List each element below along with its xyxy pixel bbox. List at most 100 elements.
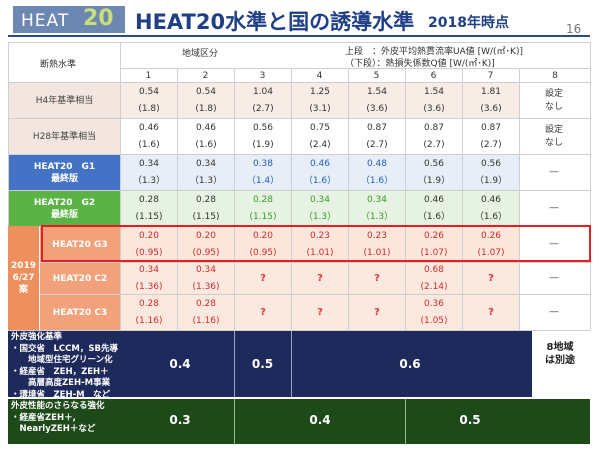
table-cell-h4: 1.54 (3.6)	[349, 83, 405, 118]
table-cell-h4: 1.25 (3.1)	[292, 83, 348, 118]
q-value: （1.3）	[132, 175, 166, 186]
row-label-text: HEAT20 G2	[33, 197, 96, 208]
band1-value: 0.4	[169, 357, 191, 371]
ua-value: 0.34	[195, 158, 217, 169]
region8-note-line: 8地域	[546, 342, 574, 353]
region8-cell: 設定 なし	[530, 119, 578, 154]
region8-text: ―	[549, 203, 559, 213]
table-cell-c2: ?	[349, 263, 405, 294]
band1-value: 0.5	[251, 357, 274, 371]
grid-line	[8, 42, 9, 330]
region8-text: ―	[549, 239, 559, 249]
q-value: (1.6)	[138, 139, 160, 150]
row-label-sub: 最終版	[50, 209, 78, 220]
grid-line	[405, 68, 406, 330]
band-divider	[405, 399, 406, 444]
table-cell-c2: 0.68 (2.14)	[406, 263, 462, 294]
band-further-strengthening	[8, 399, 590, 444]
table-cell-h28: 0.87 (2.7)	[463, 119, 519, 154]
q-value: (1.15)	[135, 211, 163, 222]
ua-value: 0.28	[138, 298, 160, 309]
unknown-value-mark: ?	[488, 273, 494, 284]
region-label: 地域区分	[182, 49, 219, 59]
table-cell-g2: 0.28 (1.15)	[178, 191, 234, 226]
table-cell-c2: ?	[292, 263, 348, 294]
table-cell-g3: 0.23 (1.01)	[349, 227, 405, 262]
band1-line: ・経産省 ZEH，ZEH＋	[11, 366, 109, 377]
q-value: (1.8)	[138, 103, 160, 114]
region8-text: ―	[549, 307, 559, 317]
draft-year: 2019	[10, 261, 37, 271]
q-value: (1.01)	[363, 247, 391, 258]
ua-value: 0.28	[138, 194, 160, 205]
table-cell-c3: ?	[349, 295, 405, 330]
ua-value: 0.87	[480, 122, 502, 133]
grid-line	[291, 68, 292, 330]
ua-value: 0.36	[423, 298, 445, 309]
ua-value: 1.54	[423, 86, 445, 97]
ua-value: 0.28	[195, 298, 217, 309]
ua-value: 0.34	[195, 264, 217, 275]
q-value: (3.1)	[309, 103, 331, 114]
draft-2019-label: 2019 6/27 案	[8, 226, 39, 330]
grid-line	[8, 190, 590, 191]
row-label-sub: 最終版	[50, 173, 78, 184]
ua-value: 0.46	[195, 122, 217, 133]
q-value: (0.95)	[249, 247, 277, 258]
table-cell-c2: 0.34 (1.36)	[178, 263, 234, 294]
band-divider	[291, 331, 292, 397]
unknown-value-mark: ?	[488, 307, 494, 318]
table-cell-c3: 0.28 (1.16)	[178, 295, 234, 330]
q-value: (0.95)	[135, 247, 163, 258]
band2-value: 0.3	[169, 413, 191, 427]
band2-value: 0.5	[459, 413, 481, 427]
table-cell-c3: ?	[463, 295, 519, 330]
ua-value: 0.34	[138, 264, 160, 275]
region8-text: 設定	[544, 88, 563, 99]
region8-note: 8地域 は別途	[534, 341, 586, 367]
region8-cell: ―	[530, 155, 578, 190]
ua-value: 0.56	[480, 158, 502, 169]
band2-line: ・経産省ZEH＋,	[11, 412, 76, 423]
q-value: (1.6)	[195, 139, 217, 150]
q-value: (1.36)	[192, 281, 220, 292]
table-cell-h4: 1.54 (3.6)	[406, 83, 462, 118]
header-divider	[8, 35, 590, 37]
column-header: 3	[259, 71, 266, 81]
ua-value: 0.48	[366, 158, 388, 169]
band1-line: 外皮強化基準	[11, 332, 63, 342]
table-cell-g3: 0.26 (1.07)	[463, 227, 519, 262]
table-cell-c3: ?	[235, 295, 291, 330]
band2-text: 外皮性能のさらなる強化 ・経産省ZEH＋, NearlyZEH＋など	[11, 401, 105, 436]
region8-cell: 設定 なし	[530, 83, 578, 118]
grid-line	[40, 262, 590, 263]
ua-value: 0.34	[309, 194, 331, 205]
q-value: (1.16)	[192, 315, 220, 326]
table-cell-c3: 0.28 (1.16)	[121, 295, 177, 330]
legend-ua: 上段 ：外皮平均熱貫流率UA値 [W/(㎡･K)]	[345, 47, 523, 57]
table-cell-g2: 0.34 （1.3）	[292, 191, 348, 226]
table-cell-g3: 0.20 (0.95)	[121, 227, 177, 262]
row-label-g1: HEAT20 G1 最終版	[9, 155, 120, 190]
q-value: （1.9）	[417, 175, 451, 186]
region8-text: なし	[544, 101, 563, 112]
q-value: (2.14)	[420, 281, 448, 292]
row-label-c2: HEAT20 C2	[40, 263, 120, 294]
grid-line	[120, 68, 590, 69]
grid-line	[234, 68, 235, 330]
ua-value: 0.26	[423, 230, 445, 241]
table-cell-g3: 0.26 (1.07)	[406, 227, 462, 262]
unknown-value-mark: ?	[317, 307, 323, 318]
region8-cell: ―	[530, 227, 578, 262]
legend-q: （下段）：熱損失係数Q値 [W/(㎡･K)]	[345, 59, 495, 69]
q-value: (1.9)	[252, 139, 274, 150]
q-value: (2.7)	[480, 139, 502, 150]
q-value: （1.6）	[417, 211, 451, 222]
q-value: （1.6）	[360, 175, 394, 186]
ua-value: 0.23	[366, 230, 388, 241]
grid-line	[348, 68, 349, 330]
q-value: (2.7)	[423, 139, 445, 150]
q-value: (1.07)	[477, 247, 505, 258]
heat20-badge: HEAT 20	[13, 6, 125, 33]
band1-text: 外皮強化基準 ・国交省 LCCM，SB先導 地域型住宅グリーン化 ・経産省 ZE…	[11, 332, 118, 401]
